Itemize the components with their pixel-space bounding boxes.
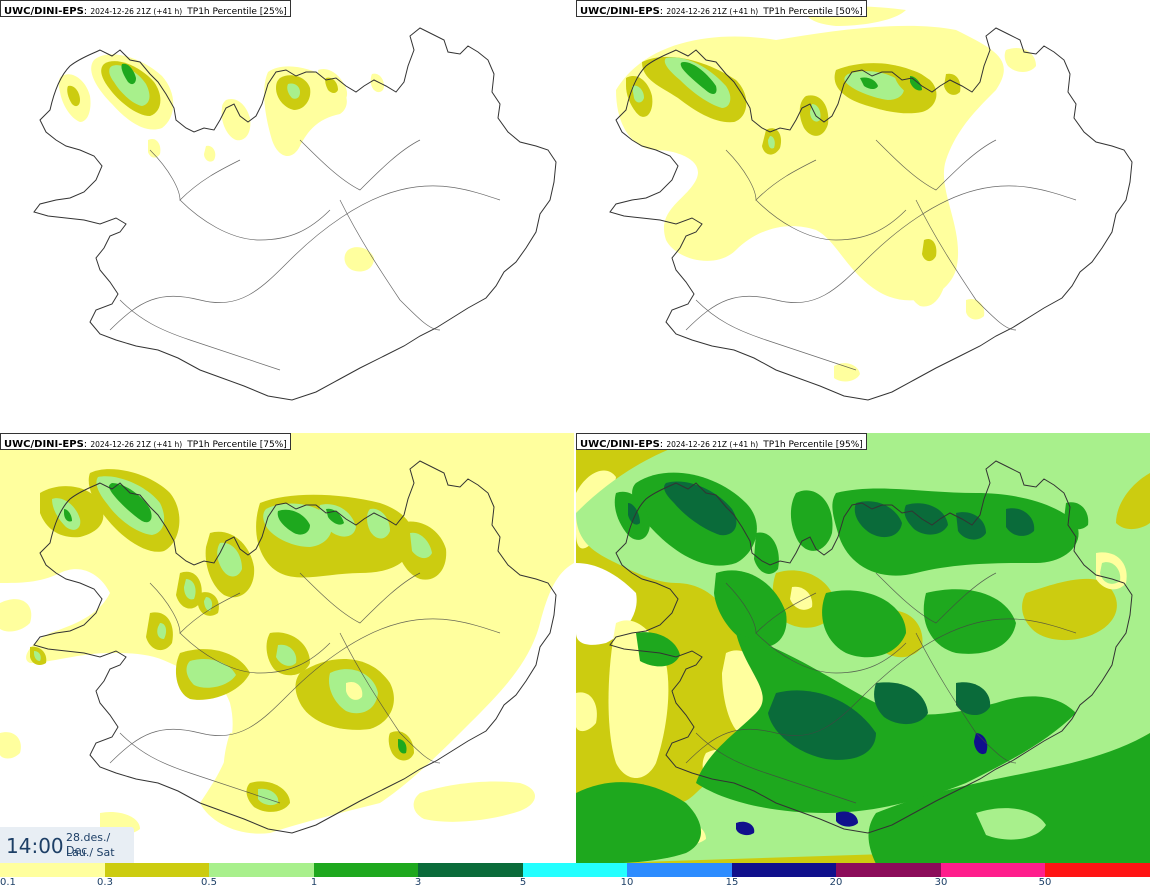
precip-layer [576, 433, 1150, 864]
precip-layer [0, 433, 574, 835]
valid-date: 28.des./ Dec [66, 831, 111, 857]
field-name: TP1h Percentile [25%] [187, 7, 287, 17]
legend-swatch [940, 863, 1046, 877]
panel-title: UWC/DINI-EPS: 2024-12-26 21Z (+41 h) TP1… [576, 0, 867, 17]
map-panel-50: UWC/DINI-EPS: 2024-12-26 21Z (+41 h) TP1… [576, 0, 1150, 431]
roads [685, 139, 1077, 371]
panel-title: UWC/DINI-EPS: 2024-12-26 21Z (+41 h) TP1… [576, 433, 867, 450]
roads [109, 572, 501, 804]
map-95 [576, 433, 1150, 864]
map-50 [609, 6, 1133, 401]
map-panel-95: UWC/DINI-EPS: 2024-12-26 21Z (+41 h) TP1… [576, 433, 1150, 864]
legend-swatch [0, 863, 105, 877]
legend-swatch [104, 863, 210, 877]
coastline [33, 460, 557, 834]
map-25 [33, 27, 557, 401]
legend-label: 3 [414, 877, 422, 888]
legend-label: 0.3 [97, 877, 113, 888]
legend-swatch [209, 863, 314, 877]
legend-swatch [627, 863, 732, 877]
valid-time: 14:00 [6, 834, 64, 858]
legend-swatch [418, 863, 523, 877]
legend-label: 30 [934, 877, 948, 888]
legend-swatch [1045, 863, 1150, 877]
run-info: 2024-12-26 21Z (+41 h) [666, 440, 759, 449]
valid-weekday: Lau./ Sat [66, 846, 115, 859]
field-name: TP1h Percentile [50%] [763, 7, 863, 17]
model-name: UWC/DINI-EPS [4, 439, 84, 450]
valid-time-box: 14:00 28.des./ Dec Lau./ Sat [0, 827, 134, 863]
legend-label: 20 [829, 877, 843, 888]
model-name: UWC/DINI-EPS [4, 6, 84, 17]
roads [685, 572, 1077, 804]
legend-label: 50 [1038, 877, 1052, 888]
legend-label: 0.5 [201, 877, 217, 888]
legend-label: 15 [725, 877, 739, 888]
legend-swatch [836, 863, 941, 877]
precip-layer [58, 54, 384, 272]
field-name: TP1h Percentile [75%] [187, 440, 287, 450]
model-name: UWC/DINI-EPS [580, 6, 660, 17]
model-name: UWC/DINI-EPS [580, 439, 660, 450]
run-info: 2024-12-26 21Z (+41 h) [90, 7, 183, 16]
legend-label: 1 [310, 877, 318, 888]
legend-swatch [522, 863, 628, 877]
map-panel-25: UWC/DINI-EPS: 2024-12-26 21Z (+41 h) TP1… [0, 0, 574, 431]
color-legend [0, 863, 1150, 877]
precip-layer [616, 6, 1036, 382]
coastline [609, 460, 1133, 834]
coastline [33, 27, 557, 401]
legend-swatch [731, 863, 837, 877]
legend-label: 5 [519, 877, 527, 888]
legend-swatch [313, 863, 419, 877]
legend-labels: 0.1 0.3 0.5 1 3 5 10 15 20 30 50 [0, 877, 1150, 891]
legend-label: 0.1 [0, 877, 16, 888]
map-panel-75: UWC/DINI-EPS: 2024-12-26 21Z (+41 h) TP1… [0, 433, 574, 864]
run-info: 2024-12-26 21Z (+41 h) [666, 7, 759, 16]
map-75 [0, 433, 574, 835]
panel-title: UWC/DINI-EPS: 2024-12-26 21Z (+41 h) TP1… [0, 0, 291, 17]
field-name: TP1h Percentile [95%] [763, 440, 863, 450]
run-info: 2024-12-26 21Z (+41 h) [90, 440, 183, 449]
coastline [609, 27, 1133, 401]
roads [109, 139, 501, 371]
legend-label: 10 [620, 877, 634, 888]
panel-title: UWC/DINI-EPS: 2024-12-26 21Z (+41 h) TP1… [0, 433, 291, 450]
